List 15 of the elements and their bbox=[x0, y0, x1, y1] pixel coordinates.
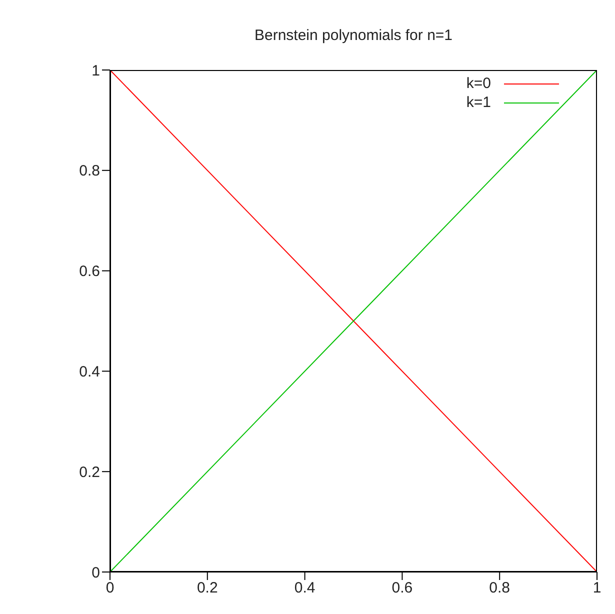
x-tick-label: 0 bbox=[106, 580, 114, 597]
y-tick-label: 1 bbox=[92, 62, 100, 80]
y-tick-label: 0 bbox=[92, 564, 100, 582]
y-tick-label: 0.8 bbox=[79, 162, 100, 180]
chart-title: Bernstein polynomials for n=1 bbox=[253, 27, 454, 44]
x-tick-label: 1 bbox=[592, 580, 602, 597]
legend-label: k=1 bbox=[466, 94, 491, 111]
y-tick-label: 0.4 bbox=[79, 364, 100, 381]
y-tick-label: 0.6 bbox=[79, 263, 100, 280]
x-tick-label: 0.8 bbox=[489, 580, 510, 597]
legend-label: k=0 bbox=[466, 75, 491, 92]
x-tick-label: 0.6 bbox=[392, 580, 413, 597]
x-tick-label: 0.4 bbox=[294, 580, 316, 597]
x-tick-label: 0.2 bbox=[196, 580, 218, 597]
y-tick-label: 0.2 bbox=[79, 464, 100, 481]
